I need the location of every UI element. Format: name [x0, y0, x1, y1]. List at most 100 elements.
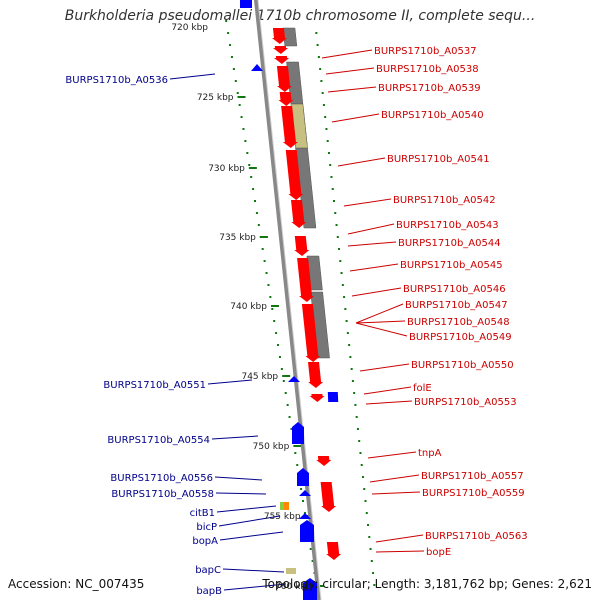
ruler-dot	[315, 32, 318, 34]
ruler-dot	[327, 152, 330, 154]
gene-label-left: citB1	[190, 508, 215, 519]
gene-label-left: bopA	[192, 536, 218, 547]
ruler-dot	[236, 92, 239, 94]
leader-line	[214, 476, 263, 481]
ruler-dot	[363, 488, 366, 490]
forward-gene-arrow	[273, 46, 289, 54]
leader-line	[215, 492, 267, 495]
ruler-dot	[317, 56, 320, 58]
ruler-dot	[294, 452, 297, 454]
forward-gene-arrow	[276, 66, 293, 92]
forward-gene-arrow	[291, 200, 307, 228]
ruler-dot	[338, 248, 341, 250]
ruler-dot	[240, 116, 243, 118]
ruler-dot	[336, 236, 339, 238]
ruler-dot	[350, 368, 353, 370]
ruler-dot	[265, 272, 268, 274]
ruler-dot	[320, 80, 323, 82]
gene-label-right: BURPS1710b_A0545	[400, 260, 503, 271]
gene-label-right: BURPS1710b_A0543	[396, 220, 499, 231]
reverse-gene-arrow	[327, 392, 339, 402]
reverse-gene-arrow	[303, 578, 317, 600]
reverse-gene-arrow	[292, 422, 304, 444]
gene-small-tan	[286, 568, 296, 574]
gene-label-right: folE	[413, 383, 432, 394]
ruler-dot	[333, 200, 335, 202]
ruler-dot	[248, 164, 251, 166]
ruler-dot	[311, 560, 314, 562]
ruler-dot	[303, 512, 306, 514]
backbone-highlight	[257, 0, 322, 600]
leader-line	[325, 67, 375, 75]
gene-label-right: BURPS1710b_A0542	[393, 195, 496, 206]
ruler-dot	[309, 548, 312, 550]
ruler-dot	[232, 68, 235, 70]
leader-line	[355, 322, 408, 337]
gene-label-right: BURPS1710b_A0546	[403, 284, 506, 295]
leader-line	[219, 531, 284, 541]
ruler-dot	[234, 80, 237, 82]
ruler-dot	[288, 416, 291, 418]
ruler-dot	[284, 392, 287, 394]
ruler-dot	[321, 92, 324, 94]
gene-small-green	[280, 502, 284, 510]
topology-stats-text: Topology: circular; Length: 3,181,762 bp…	[262, 577, 592, 591]
forward-gene-arrow	[285, 150, 304, 200]
ruler-dot	[339, 260, 342, 262]
leader-line	[169, 73, 216, 80]
gene-label-right: BURPS1710b_A0538	[376, 64, 479, 75]
leader-lines-layer	[169, 49, 425, 591]
gene-label-right: tnpA	[418, 448, 442, 459]
forward-gene-arrow	[326, 542, 342, 560]
labels-layer: 725 kbp 730 kbp 735 kbp 740 kbp 745 kbp 750 k…	[65, 23, 527, 597]
ruler-dot	[322, 104, 325, 106]
ruler-dot	[373, 584, 376, 586]
leader-line	[222, 568, 285, 573]
ruler-dot	[349, 356, 352, 358]
gene-small-orange	[284, 502, 289, 510]
reverse-gene-arrow	[251, 64, 263, 71]
leader-line	[347, 223, 395, 235]
ruler-dot	[340, 272, 343, 274]
ruler-dot	[300, 488, 303, 490]
ruler-dot	[348, 344, 351, 346]
reverse-gene-arrow	[297, 468, 309, 486]
ruler-dot	[330, 176, 333, 178]
ruler-dot	[331, 188, 334, 190]
ruler-dot	[229, 44, 232, 46]
ruler-dot	[335, 224, 338, 226]
gene-label-right: BURPS1710b_A0548	[407, 317, 510, 328]
tick-label: 750 kbp	[253, 442, 290, 452]
gene-label-right: BURPS1710b_A0550	[411, 360, 514, 371]
cds-layer	[282, 27, 330, 359]
ruler-dot	[326, 140, 329, 142]
gene-label-right: BURPS1710b_A0547	[405, 300, 508, 311]
ruler-dot	[252, 188, 255, 190]
gene-label-left: bapB	[196, 586, 222, 597]
gene-label-right: BURPS1710b_A0559	[422, 488, 525, 499]
gene-label-right: bopE	[426, 547, 451, 558]
ruler-dot	[355, 416, 358, 418]
leader-line	[351, 287, 402, 297]
tick-label: 730 kbp	[208, 164, 245, 174]
ruler-dot	[269, 296, 272, 298]
ruler-dot	[257, 224, 260, 226]
ruler-dot	[227, 32, 230, 34]
ruler-dot	[275, 332, 278, 334]
gene-label-right: BURPS1710b_A0557	[421, 471, 524, 482]
ruler-dot	[263, 260, 266, 262]
ruler-dot	[244, 140, 247, 142]
ruler-dot	[343, 296, 346, 298]
leader-line	[343, 198, 392, 207]
forward-gene-arrow	[301, 304, 321, 362]
gene-label-right: BURPS1710b_A0544	[398, 238, 501, 249]
ruler-dot	[364, 500, 367, 502]
ruler-dot	[329, 164, 332, 166]
ruler-dot	[351, 380, 354, 382]
gene-label-left: BURPS1710b_A0558	[111, 489, 214, 500]
reverse-gene-arrow	[288, 376, 300, 382]
ruler-dot	[254, 200, 256, 202]
ruler-dot	[370, 560, 373, 562]
leader-line	[327, 86, 377, 93]
leader-line	[349, 263, 399, 272]
